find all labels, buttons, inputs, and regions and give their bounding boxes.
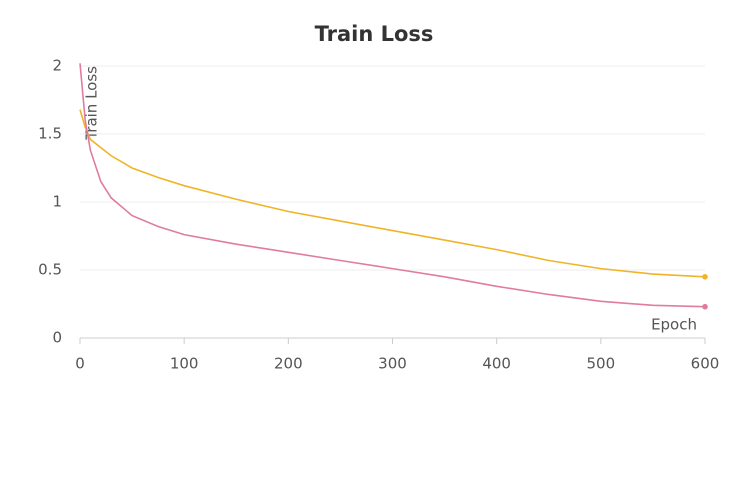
x-tick-label: 200 <box>274 355 303 373</box>
line <box>79 63 706 308</box>
line <box>79 109 706 278</box>
y-tick-label: 0 <box>52 329 62 347</box>
x-tick-label: 500 <box>587 355 616 373</box>
x-tick-label: 300 <box>378 355 407 373</box>
y-axis-label: Train Loss <box>83 66 101 141</box>
y-tick-label: 2 <box>52 57 62 75</box>
y-tick-label: 1.5 <box>38 125 62 143</box>
x-tick-label: 600 <box>691 355 720 373</box>
end-point <box>702 274 708 280</box>
x-tick-label: 0 <box>75 355 85 373</box>
y-tick-label: 1 <box>52 193 62 211</box>
x-axis-label: Epoch <box>651 316 697 334</box>
chart-title: Train Loss <box>315 22 434 46</box>
end-point <box>702 303 708 310</box>
y-tick-label: 0.5 <box>38 261 62 279</box>
x-tick-label: 400 <box>482 355 511 373</box>
x-tick-label: 100 <box>170 355 199 373</box>
